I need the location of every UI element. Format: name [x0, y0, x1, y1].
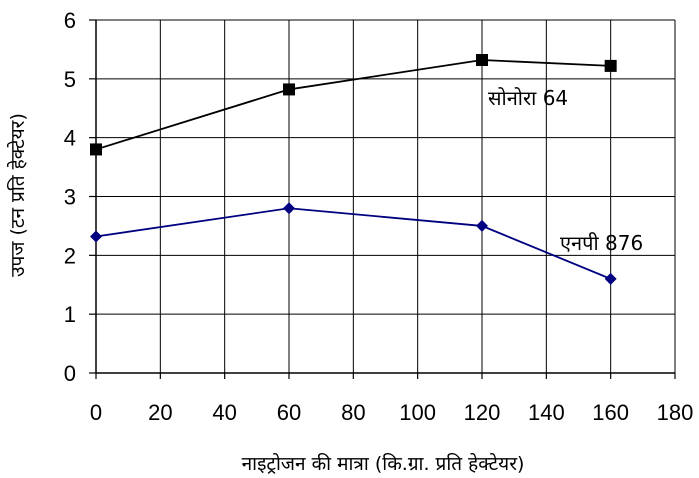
axes — [89, 19, 676, 379]
series-line — [95, 207, 612, 280]
data-point-square — [604, 59, 617, 72]
y-tick-label: 4 — [64, 126, 76, 151]
x-tick-label: 40 — [212, 400, 236, 425]
data-point-square — [476, 54, 488, 67]
data-point-diamond — [90, 230, 102, 243]
x-tick-label: 160 — [592, 400, 629, 425]
x-tick-label: 180 — [657, 400, 694, 425]
x-tick-label: 100 — [399, 400, 436, 425]
data-point-diamond — [604, 272, 617, 285]
data-point-diamond — [283, 202, 295, 215]
data-point-diamond — [476, 219, 488, 232]
series-layer — [90, 54, 617, 285]
series-1 — [90, 202, 617, 285]
series-0 — [90, 54, 617, 156]
x-tick-label: 120 — [464, 400, 501, 425]
y-axis-title: उपज (टन प्रति हेक्टेयर) — [6, 113, 29, 277]
series-labels: सोनोरा 64 एनपी 876 — [488, 86, 643, 255]
x-tick-label: 60 — [277, 400, 301, 425]
series-label-np-876: एनपी 876 — [560, 231, 643, 255]
grid — [95, 19, 676, 374]
x-axis-title: नाइट्रोजन की मात्रा (कि.ग्रा. प्रति हेक्… — [242, 452, 525, 475]
y-tick-label: 0 — [64, 361, 76, 386]
x-tick-label: 0 — [90, 400, 102, 425]
series-label-sonora-64: सोनोरा 64 — [488, 86, 568, 110]
series-line — [95, 59, 611, 151]
x-tick-label: 140 — [528, 400, 565, 425]
y-tick-label: 3 — [64, 185, 76, 210]
y-tick-label: 1 — [64, 302, 76, 327]
x-tick-label: 20 — [148, 400, 172, 425]
x-tick-label: 80 — [341, 400, 365, 425]
y-tick-label: 2 — [64, 243, 76, 268]
y-tick-label: 6 — [64, 8, 76, 33]
y-tick-label: 5 — [64, 67, 76, 92]
data-point-square — [283, 83, 295, 96]
tick-labels: 0 20 40 60 80 100 120 140 160 180 0 1 2 3 4 5 6 — [64, 8, 694, 425]
data-point-square — [90, 143, 102, 156]
